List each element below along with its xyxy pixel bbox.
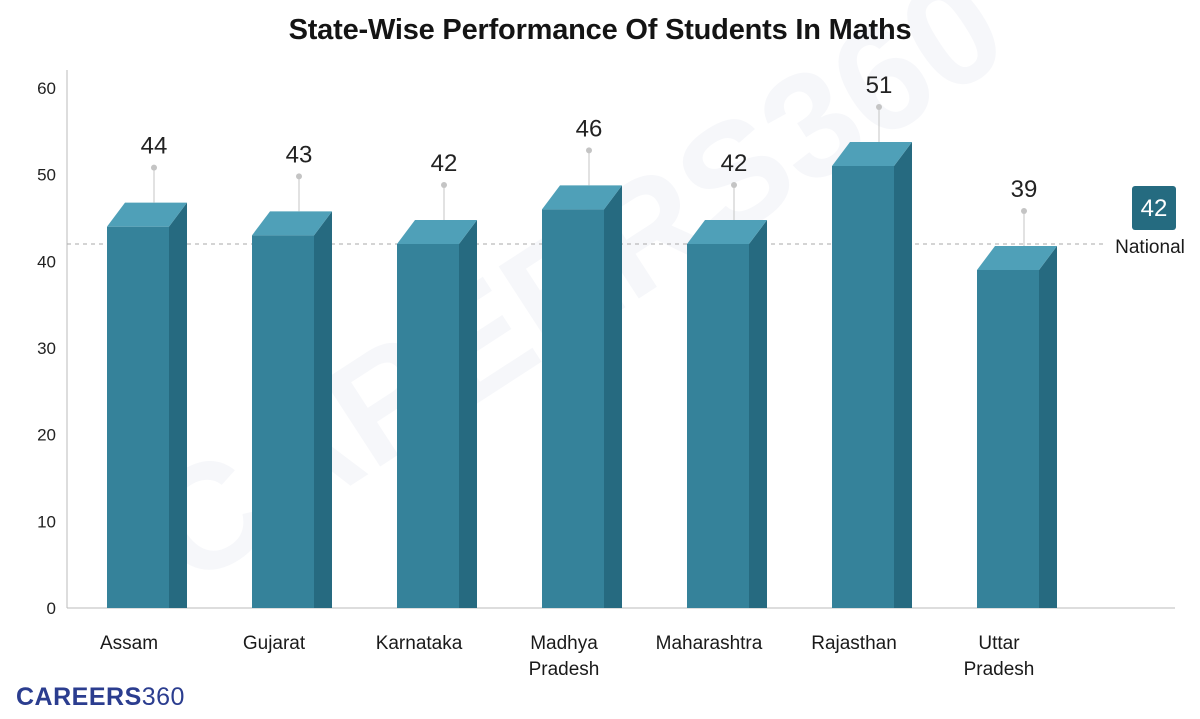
bar-side <box>1039 246 1057 608</box>
value-leader-dot <box>151 164 157 171</box>
bar: 39 <box>977 176 1057 608</box>
national-badge <box>1132 186 1176 230</box>
bar-front <box>832 166 894 608</box>
value-label: 42 <box>431 150 458 177</box>
bar-side <box>894 142 912 608</box>
bar-top <box>542 185 622 210</box>
y-tick-label: 20 <box>37 426 56 445</box>
value-label: 43 <box>286 141 313 168</box>
value-leader-dot <box>296 173 302 180</box>
value-label: 51 <box>866 72 893 99</box>
national-value: 42 <box>1141 195 1168 222</box>
value-label: 39 <box>1011 176 1038 203</box>
category-label: Gujarat <box>243 633 306 654</box>
chart-title: State-Wise Performance Of Students In Ma… <box>288 14 912 46</box>
bar-side <box>749 220 767 608</box>
bar-side <box>604 185 622 609</box>
y-tick-label: 60 <box>37 79 56 98</box>
bar: 43 <box>252 141 332 609</box>
bar-side <box>314 211 332 609</box>
y-tick-label: 50 <box>37 166 56 185</box>
category-label: Rajasthan <box>811 633 897 654</box>
bar-top <box>832 142 912 166</box>
value-leader-dot <box>731 182 737 188</box>
value-label: 42 <box>721 150 748 177</box>
bar-top <box>397 220 477 244</box>
y-tick-label: 0 <box>47 599 56 618</box>
bar-front <box>977 270 1039 608</box>
bar: 44 <box>107 133 187 608</box>
category-label: Assam <box>100 633 158 654</box>
national-reference: 42 National <box>67 186 1185 258</box>
category-label: Uttar <box>978 633 1020 654</box>
y-tick-label: 30 <box>37 339 56 358</box>
brand-logo-bold: CAREERS <box>16 683 142 711</box>
value-leader-dot <box>586 147 592 154</box>
bars: 44 43 42 46 42 51 39 <box>107 72 1057 609</box>
y-tick-label: 10 <box>37 512 56 531</box>
bar-top <box>252 211 332 236</box>
bar: 42 <box>397 150 477 608</box>
brand-logo-light: 360 <box>141 683 185 711</box>
national-label: National <box>1115 237 1185 258</box>
y-tick-label: 40 <box>37 252 56 271</box>
category-label: Maharashtra <box>656 633 763 654</box>
value-leader-dot <box>441 182 447 188</box>
bar-front <box>107 226 169 608</box>
y-axis: 0 10 20 30 40 50 60 <box>37 70 1175 618</box>
category-labels: Assam Gujarat Karnataka Madhya Pradesh Mahara… <box>100 633 1034 680</box>
value-leader-dot <box>876 104 882 110</box>
bar: 51 <box>832 72 912 608</box>
brand-logo: CAREERS360 <box>16 683 185 712</box>
bar-top <box>107 202 187 227</box>
bar-front <box>687 244 749 608</box>
bar-front <box>397 244 459 608</box>
bar-top <box>687 220 767 244</box>
category-label: Madhya <box>530 633 598 654</box>
value-label: 44 <box>141 133 168 160</box>
category-label: Pradesh <box>529 659 600 680</box>
bar: 42 <box>687 150 767 608</box>
category-label: Pradesh <box>964 659 1035 680</box>
bar: 46 <box>542 115 622 609</box>
bar-top <box>977 246 1057 270</box>
bar-side <box>459 220 477 608</box>
value-label: 46 <box>576 115 603 142</box>
value-leader-dot <box>1021 208 1027 214</box>
category-label: Karnataka <box>376 633 463 654</box>
bar-side <box>169 202 187 608</box>
bar-front <box>252 235 314 609</box>
bar-front <box>542 209 604 609</box>
